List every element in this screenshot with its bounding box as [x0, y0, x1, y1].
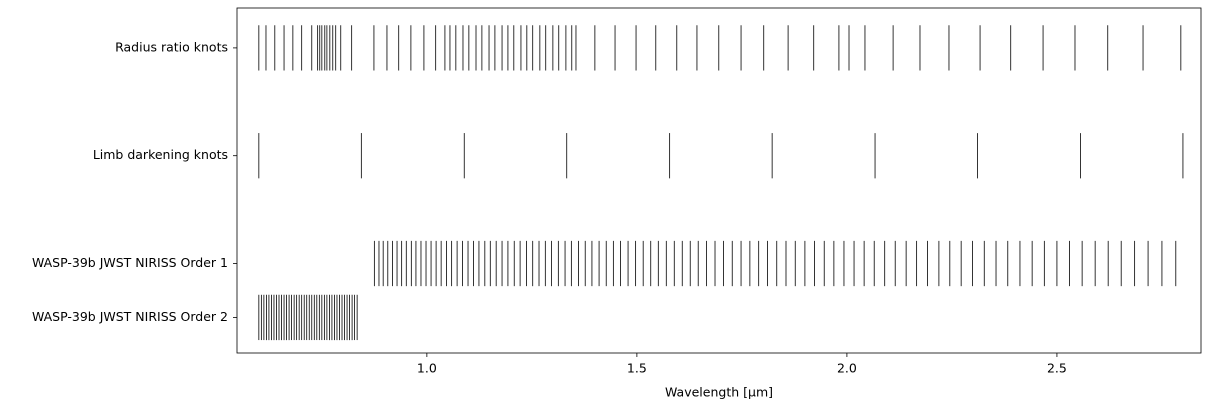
y-tick-label: WASP-39b JWST NIRISS Order 1: [32, 255, 228, 270]
y-tick-label: Radius ratio knots: [115, 39, 228, 54]
y-tick-label: Limb darkening knots: [93, 147, 228, 162]
y-tick-label: WASP-39b JWST NIRISS Order 2: [32, 309, 228, 324]
x-tick-label: 1.5: [627, 361, 647, 376]
x-tick-label: 2.5: [1047, 361, 1067, 376]
x-tick-label: 2.0: [837, 361, 857, 376]
plot-frame: [236, 7, 1202, 354]
x-axis-label: Wavelength [μm]: [665, 385, 773, 400]
x-tick-label: 1.0: [417, 361, 437, 376]
